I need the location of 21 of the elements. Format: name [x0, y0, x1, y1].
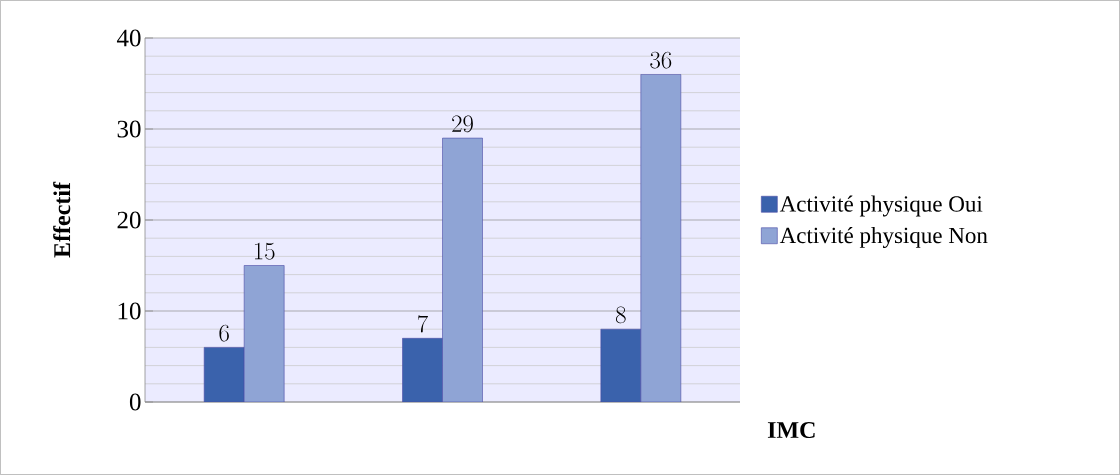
y-tick-label: 20 [117, 211, 141, 229]
y-tick-label: 30 [117, 120, 141, 138]
bar [442, 137, 483, 402]
x-axis-title: IMC [767, 421, 815, 439]
data-label: 6 [219, 324, 229, 342]
data-label: 15 [254, 242, 275, 260]
bar [243, 265, 285, 402]
bar [203, 347, 245, 402]
data-label: 36 [650, 51, 672, 69]
y-axis-title: Effectif [53, 181, 71, 258]
y-tick-label: 10 [118, 302, 141, 320]
data-label: 7 [417, 315, 428, 333]
legend-label: Activité physique Non [779, 226, 988, 248]
y-tick-label: 0 [129, 393, 141, 411]
bar [600, 328, 642, 402]
bar [640, 74, 682, 402]
y-tick-label: 40 [116, 29, 141, 47]
data-label: 29 [452, 115, 473, 133]
bar [402, 338, 443, 402]
data-label: 8 [615, 306, 626, 324]
legend-label: Activité physique Oui [779, 195, 983, 217]
